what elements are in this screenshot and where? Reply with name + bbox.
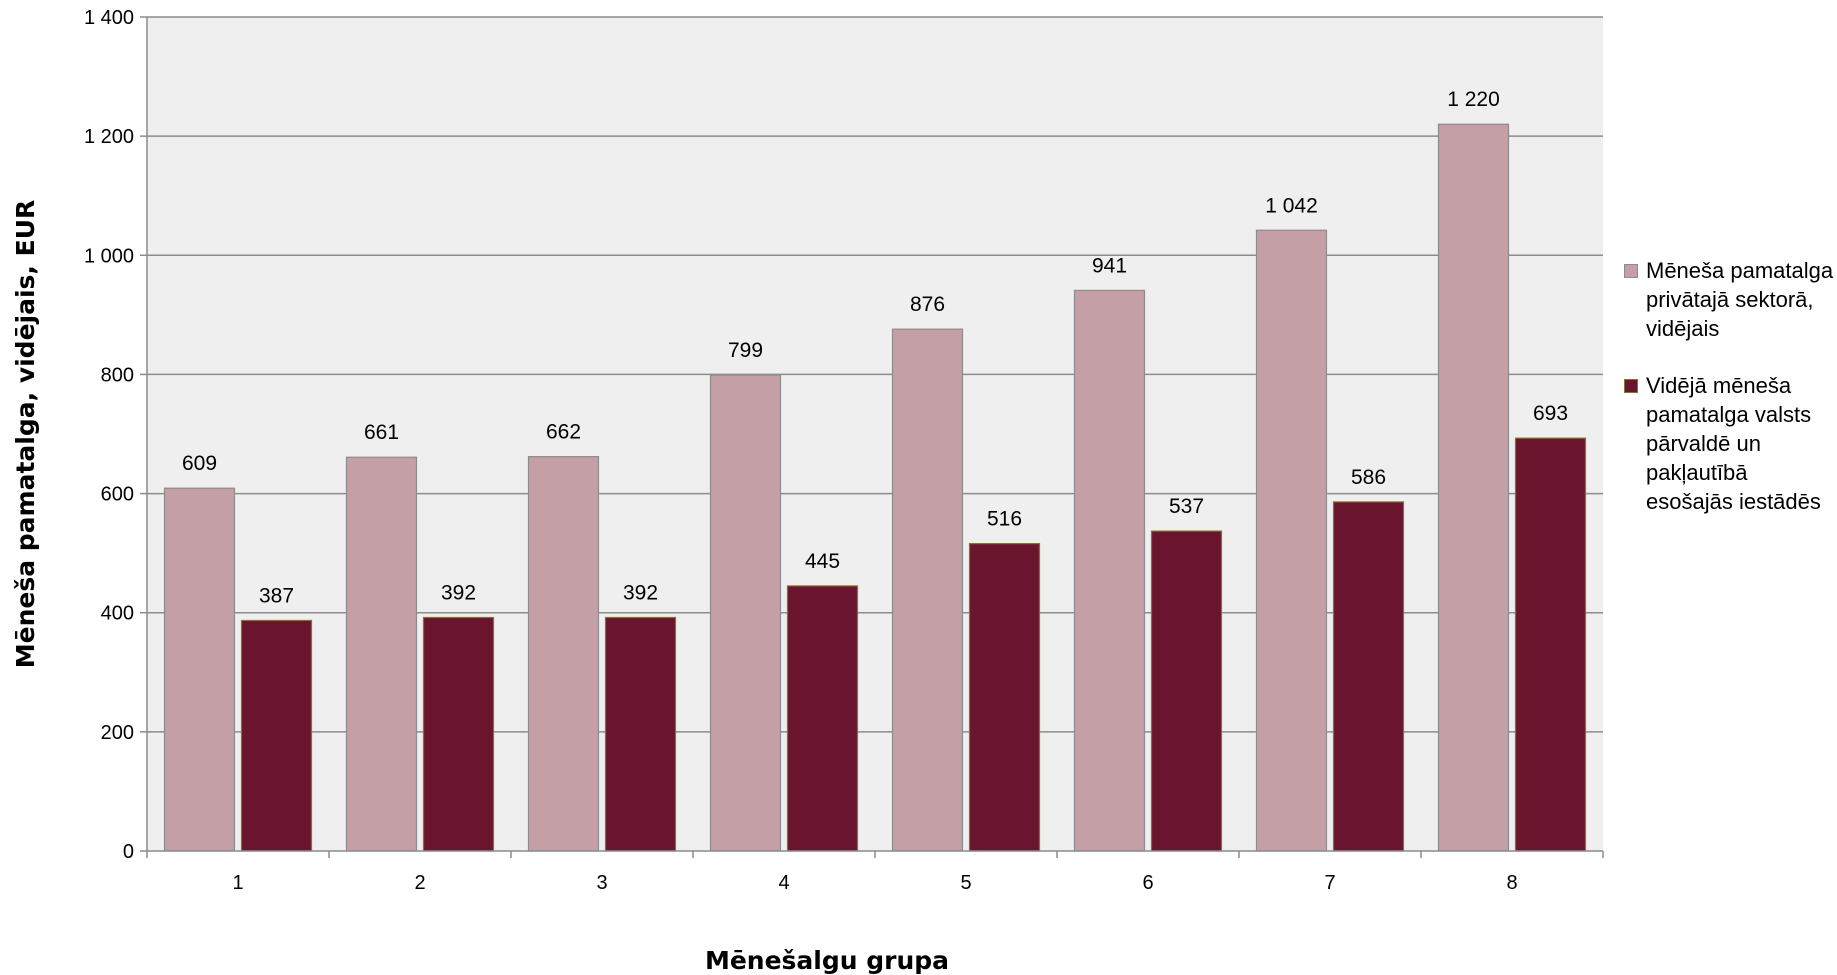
bars [163, 123, 1587, 852]
bar-series-1 [163, 487, 236, 852]
y-tick-label: 1 200 [84, 126, 134, 148]
y-tick-label: 0 [123, 841, 134, 863]
data-label-series-1: 662 [546, 421, 581, 444]
bar-series-1 [527, 456, 600, 852]
bar-series-2 [422, 616, 495, 852]
legend: Mēneša pamatalga privātajā sektorā, vidē… [1622, 256, 1837, 544]
data-label-series-2: 392 [623, 581, 658, 604]
x-tick-label: 5 [960, 872, 971, 894]
data-label-series-1: 799 [728, 339, 763, 362]
data-label-series-1: 1 042 [1265, 194, 1318, 217]
data-label-series-1: 1 220 [1447, 88, 1500, 111]
bar-series-2 [1150, 530, 1223, 852]
y-tick-label: 1 000 [84, 245, 134, 267]
bar-series-1 [709, 374, 782, 852]
data-label-series-1: 609 [182, 452, 217, 475]
legend-swatch-private [1624, 264, 1638, 278]
y-tick-label: 600 [101, 484, 134, 506]
x-tick-label: 7 [1324, 872, 1335, 894]
data-label-series-2: 387 [259, 584, 294, 607]
data-label-series-1: 941 [1092, 254, 1127, 277]
data-label-series-2: 537 [1169, 495, 1204, 518]
bar-series-1 [1073, 289, 1146, 852]
x-tick-label: 1 [232, 872, 243, 894]
data-label-series-1: 661 [364, 421, 399, 444]
y-tick-label: 400 [101, 603, 134, 625]
legend-item-public: Vidējā mēneša pamatalga valsts pārvaldē … [1622, 371, 1837, 516]
bar-series-1 [1437, 123, 1510, 852]
x-tick-label: 6 [1142, 872, 1153, 894]
legend-item-private: Mēneša pamatalga privātajā sektorā, vidē… [1622, 256, 1837, 343]
legend-label-private: Mēneša pamatalga privātajā sektorā, vidē… [1646, 258, 1834, 341]
bar-series-1 [345, 456, 418, 852]
x-tick-label: 3 [596, 872, 607, 894]
legend-label-public: Vidējā mēneša pamatalga valsts pārvaldē … [1646, 373, 1821, 514]
x-axis-title: Mēnešalgu grupa [705, 946, 949, 975]
bar-series-2 [786, 585, 859, 852]
data-label-series-1: 876 [910, 293, 945, 316]
y-tick-label: 800 [101, 364, 134, 386]
x-axis-ticks: 1 2 3 4 5 6 7 8 [146, 851, 1604, 894]
data-label-series-2: 693 [1533, 402, 1568, 425]
x-tick-label: 2 [414, 872, 425, 894]
x-tick-label: 4 [778, 872, 789, 894]
bar-series-1 [891, 328, 964, 852]
y-axis-ticks: 0 200 400 600 800 1 000 1 200 1 400 [84, 7, 147, 863]
bar-series-1 [1255, 229, 1328, 852]
legend-swatch-public [1624, 379, 1638, 393]
data-labels: 609 387 661 392 662 392 799 445 876 516 941 537 1 04… [182, 88, 1568, 607]
x-tick-label: 8 [1506, 872, 1517, 894]
bar-series-2 [1332, 501, 1405, 852]
y-tick-label: 1 400 [84, 7, 134, 29]
data-label-series-2: 586 [1351, 466, 1386, 489]
data-label-series-2: 392 [441, 581, 476, 604]
bar-series-2 [240, 619, 313, 852]
bar-series-2 [1514, 437, 1587, 852]
bar-series-2 [604, 616, 677, 852]
y-tick-label: 200 [101, 722, 134, 744]
data-label-series-2: 445 [805, 550, 840, 573]
bar-series-2 [968, 543, 1041, 852]
y-axis-title: Mēneša pamatalga, vidējais, EUR [11, 200, 40, 669]
data-label-series-2: 516 [987, 508, 1022, 531]
